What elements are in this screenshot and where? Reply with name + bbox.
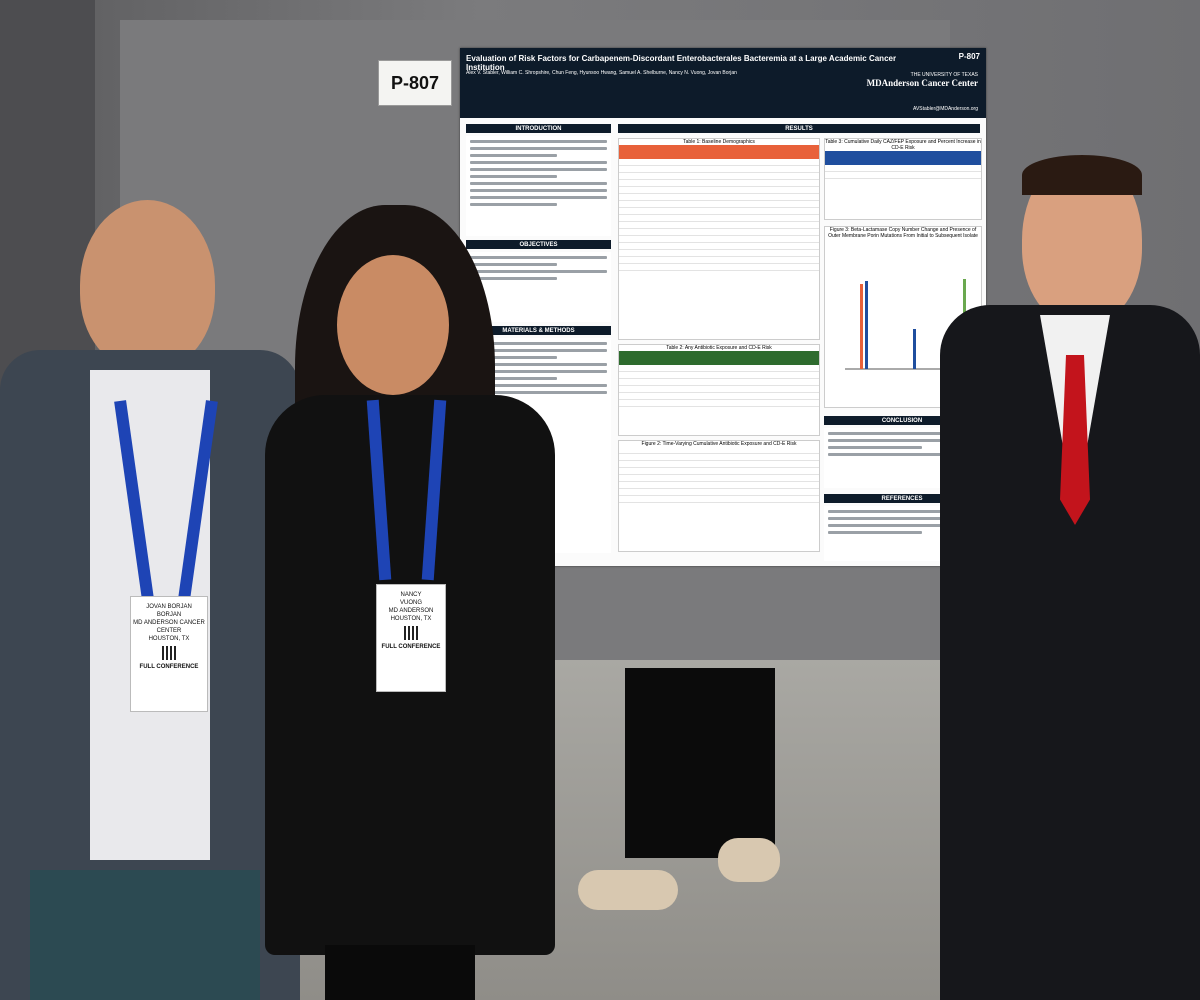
methods-header: MATERIALS & METHODS [466, 326, 611, 335]
poster-header: Evaluation of Risk Factors for Carbapene… [460, 48, 986, 118]
table1-title: Table 1: Baseline Demographics [683, 139, 755, 145]
logo-text: MDAnderson Cancer Center [866, 78, 978, 88]
badge-left-city: HOUSTON, TX [148, 636, 190, 642]
badge-middle-city: HOUSTON, TX [390, 616, 432, 622]
poster-title: Evaluation of Risk Factors for Carbapene… [466, 54, 897, 72]
background-shoe-right [718, 838, 780, 882]
person-right-tie [1060, 355, 1090, 525]
badge-left-type: FULL CONFERENCE [139, 664, 199, 670]
bar-case1-b [865, 281, 868, 369]
person-left-head [80, 200, 215, 370]
figure-time-varying-exposure: Figure 2: Time-Varying Cumulative Antibi… [618, 440, 820, 552]
person-right-hair [1022, 155, 1142, 195]
poster-authors: Alex V. Stabler, William C. Shropshire, … [466, 70, 737, 76]
table3-header [825, 151, 981, 165]
badge-middle-last: VUONG [399, 600, 422, 606]
badge-left-first: JOVAN BORJAN [146, 604, 192, 610]
contact-email: AVStabler@MDAnderson.org [912, 106, 978, 112]
institution-logo: THE UNIVERSITY OF TEXAS MDAnderson Cance… [867, 72, 978, 88]
badge-left-org: MD ANDERSON CANCER CENTER [133, 620, 205, 634]
conclusion-header: CONCLUSION [824, 416, 980, 425]
table1-header [619, 145, 819, 159]
table2-title: Table 2: Any Antibiotic Exposure and CD-… [666, 345, 772, 351]
logo-subtitle: THE UNIVERSITY OF TEXAS [910, 72, 978, 78]
badge-middle-org: MD ANDERSON [388, 608, 434, 614]
badge-left-qr [162, 646, 176, 660]
objectives-header: OBJECTIVES [466, 240, 611, 249]
bar-case1-a [860, 284, 863, 369]
booth-number-sign: P-807 [378, 60, 452, 106]
badge-middle-qr [404, 626, 418, 640]
badge-left: JOVAN BORJAN BORJAN MD ANDERSON CANCER C… [130, 596, 208, 712]
table2-header [619, 351, 819, 365]
background-shoe-left [578, 870, 678, 910]
table-antibiotic-exposure: Table 2: Any Antibiotic Exposure and CD-… [618, 344, 820, 436]
table3-title: Table 3: Cumulative Daily CAZ/FEP Exposu… [825, 139, 981, 151]
table-cumulative-daily-exposure: Table 3: Cumulative Daily CAZ/FEP Exposu… [824, 138, 982, 220]
objectives-text [466, 252, 611, 322]
figure3-title: Figure 3: Beta-Lactamase Copy Number Cha… [828, 227, 978, 239]
person-middle-legs [325, 945, 475, 1000]
person-right [940, 155, 1200, 1000]
results-header: RESULTS [618, 124, 980, 133]
bar-case3 [913, 329, 916, 369]
person-middle-face [337, 255, 449, 395]
intro-text [466, 136, 611, 236]
badge-middle-first: NANCY [400, 592, 422, 598]
badge-middle: NANCY VUONG MD ANDERSON HOUSTON, TX FULL… [376, 584, 446, 692]
badge-left-last: BORJAN [156, 612, 182, 618]
references-header: REFERENCES [824, 494, 980, 503]
badge-middle-type: FULL CONFERENCE [381, 644, 441, 650]
figure2-title: Figure 2: Time-Varying Cumulative Antibi… [641, 441, 797, 447]
table-baseline-demographics: Table 1: Baseline Demographics [618, 138, 820, 340]
person-left-pants [30, 870, 260, 1000]
intro-header: INTRODUCTION [466, 124, 611, 133]
background-person-legs [625, 668, 775, 858]
poster-number: P-807 [958, 52, 980, 61]
